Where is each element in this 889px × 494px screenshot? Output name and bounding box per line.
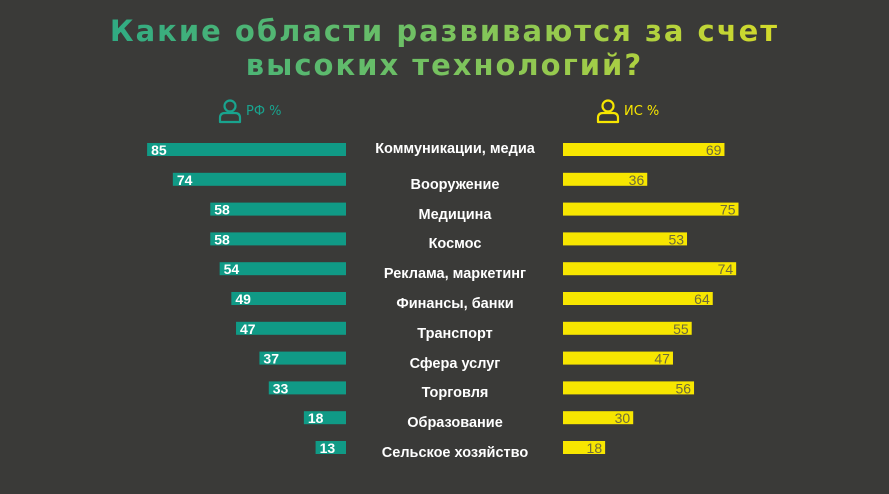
bar-rf-value-6: 47 bbox=[240, 321, 256, 337]
bar-rf-value-0: 85 bbox=[151, 142, 167, 158]
legend-is-label: ИС % bbox=[624, 103, 660, 119]
chart-title-line-2: высоких технологий? bbox=[0, 48, 889, 82]
bar-rf-3 bbox=[210, 232, 346, 246]
category-label-4: Реклама, маркетинг bbox=[383, 266, 527, 283]
bar-is-value-2: 75 bbox=[720, 202, 736, 218]
bar-is-value-9: 30 bbox=[615, 410, 631, 426]
bar-is-8 bbox=[563, 381, 695, 395]
legend-rf-label: РФ % bbox=[246, 103, 282, 119]
bar-rf-7 bbox=[259, 351, 346, 365]
legend-rf: РФ % bbox=[218, 96, 282, 126]
bar-is-value-4: 74 bbox=[718, 261, 734, 277]
category-label-9: Образование bbox=[407, 415, 503, 432]
chart-title: Какие области развиваются за счет высоки… bbox=[0, 14, 889, 82]
category-label-5: Финансы, банки bbox=[396, 296, 514, 312]
bar-rf-value-5: 49 bbox=[235, 291, 251, 307]
bar-is-6 bbox=[563, 321, 692, 335]
bar-rf-8 bbox=[268, 381, 346, 395]
bar-is-value-0: 69 bbox=[706, 142, 722, 158]
bar-rf-1 bbox=[172, 172, 346, 186]
category-label-1: Вооружение bbox=[410, 176, 500, 193]
bar-is-value-6: 55 bbox=[673, 321, 689, 337]
bar-is-value-5: 64 bbox=[694, 291, 710, 307]
bar-is-value-3: 53 bbox=[668, 231, 684, 247]
chart-title-line-1: Какие области развиваются за счет bbox=[0, 14, 889, 48]
bar-rf-4 bbox=[219, 262, 346, 276]
bar-is-2 bbox=[563, 202, 739, 216]
bar-is-0 bbox=[563, 143, 725, 156]
bar-rf-5 bbox=[231, 292, 346, 305]
bar-is-10 bbox=[563, 441, 606, 454]
category-label-0: Коммуникации, медиа bbox=[375, 141, 535, 157]
bar-rf-value-1: 74 bbox=[177, 172, 193, 188]
bar-rf-value-8: 33 bbox=[273, 380, 289, 396]
category-label-7: Сфера услуг bbox=[409, 355, 501, 372]
bar-is-1 bbox=[563, 172, 648, 186]
category-label-8: Торговля bbox=[421, 385, 489, 402]
bar-is-value-10: 18 bbox=[587, 440, 603, 456]
category-label-3: Космос bbox=[428, 236, 482, 253]
bar-rf-0 bbox=[147, 143, 346, 156]
bar-rf-value-2: 58 bbox=[214, 202, 230, 218]
bar-is-value-1: 36 bbox=[629, 172, 645, 188]
category-label-10: Сельское хозяйство bbox=[381, 445, 529, 461]
bar-rf-2 bbox=[210, 202, 346, 216]
bar-rf-value-4: 54 bbox=[224, 261, 240, 277]
bar-is-value-8: 56 bbox=[675, 380, 691, 396]
bar-rf-10 bbox=[315, 441, 346, 454]
bar-rf-9 bbox=[303, 411, 346, 425]
bar-is-value-7: 47 bbox=[654, 351, 670, 367]
legend-is: ИС % bbox=[596, 96, 659, 126]
bar-rf-6 bbox=[236, 321, 346, 335]
bar-rf-value-3: 58 bbox=[214, 231, 230, 247]
bar-rf-value-10: 13 bbox=[320, 440, 336, 456]
bar-rf-value-7: 37 bbox=[263, 351, 279, 367]
bar-is-4 bbox=[563, 262, 737, 276]
bar-is-7 bbox=[563, 351, 673, 365]
person-icon bbox=[218, 99, 242, 124]
bar-is-3 bbox=[563, 232, 688, 246]
bar-is-5 bbox=[563, 292, 713, 305]
person-icon bbox=[596, 99, 620, 124]
bar-is-9 bbox=[563, 411, 634, 425]
bar-rf-value-9: 18 bbox=[308, 410, 324, 426]
category-label-6: Транспорт bbox=[417, 325, 493, 342]
category-label-2: Медицина bbox=[418, 206, 492, 223]
